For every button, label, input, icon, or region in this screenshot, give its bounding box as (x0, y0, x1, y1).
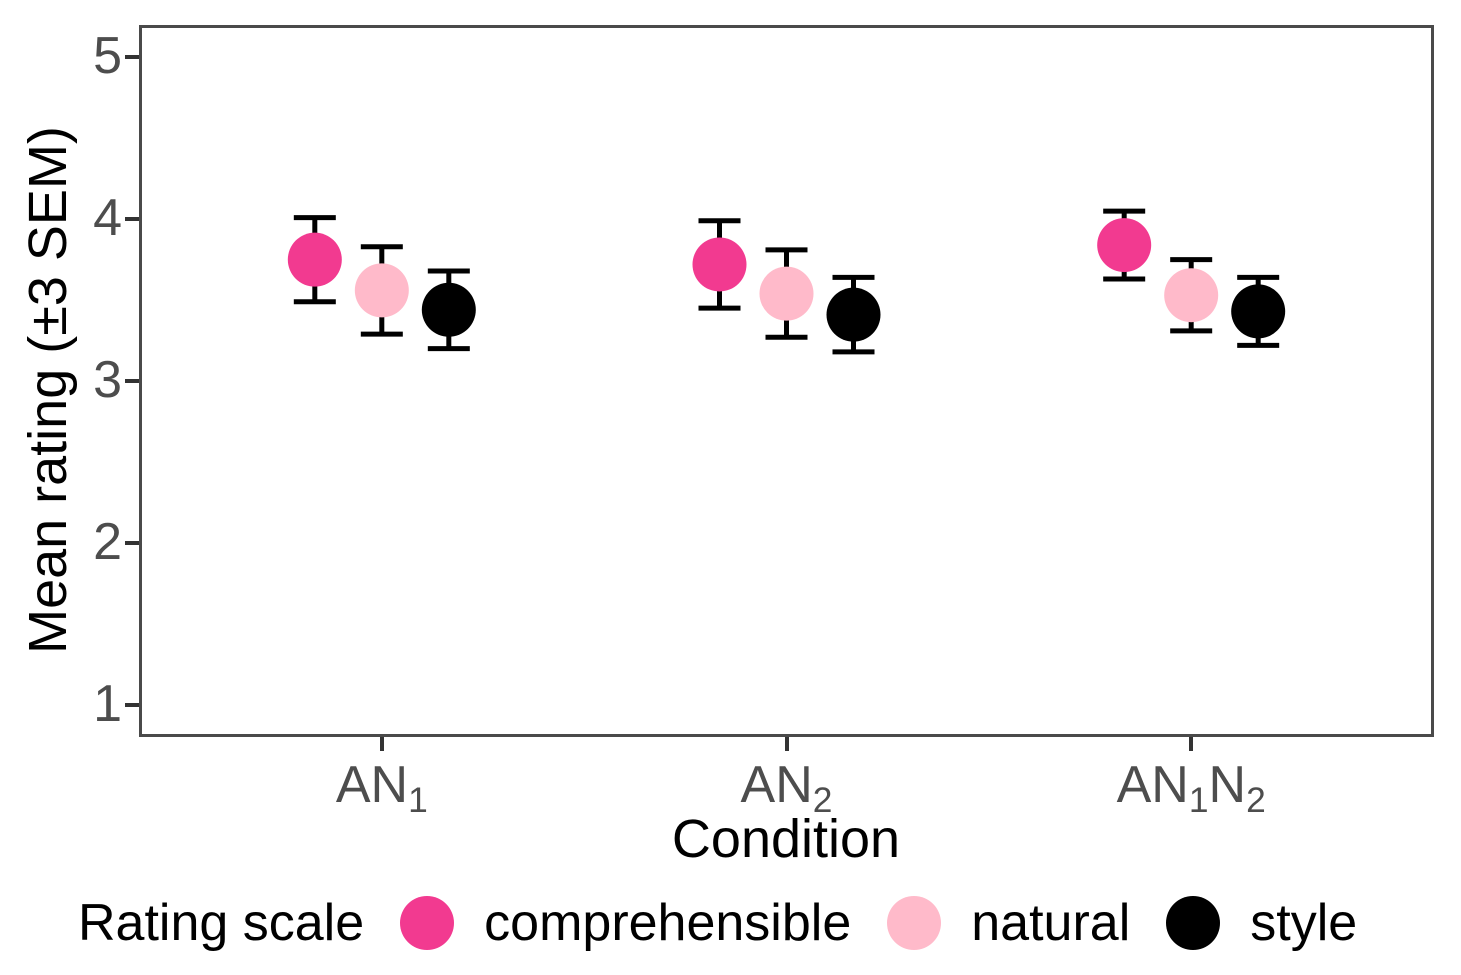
y-tick-label: 1 (93, 674, 122, 733)
data-point-natural (354, 263, 409, 318)
data-point-style (421, 282, 476, 337)
x-tick-mark (379, 737, 384, 751)
x-tick-label: AN2 (741, 759, 833, 818)
x-tick-label-subscript: 2 (1246, 780, 1266, 820)
x-tick-label-text: AN (1116, 756, 1189, 814)
y-tick-mark (125, 702, 139, 707)
y-tick-label: 5 (93, 27, 122, 86)
x-tick-label: AN1N2 (1117, 759, 1266, 818)
y-tick-label: 2 (93, 512, 122, 571)
y-tick-label: 4 (93, 189, 122, 248)
y-tick-mark (125, 217, 139, 222)
legend-title: Rating scale (78, 894, 365, 952)
x-tick-label-subscript: 1 (1188, 780, 1209, 820)
x-tick-label-text: N (1208, 756, 1247, 814)
x-tick-mark (1189, 737, 1194, 751)
x-tick-label: AN1 (336, 759, 428, 818)
legend-items: comprehensible natural style (400, 893, 1357, 953)
legend: Rating scale comprehensible natural style (78, 888, 1357, 958)
y-tick-mark (125, 379, 139, 383)
legend-item-style: style (1166, 893, 1357, 953)
plot-area (287, 208, 1286, 355)
x-axis-title: Condition (671, 809, 901, 869)
x-tick-mark (784, 737, 789, 751)
x-tick-label-text: AN (335, 756, 409, 814)
data-point-comprehensible (287, 232, 342, 287)
data-point-style (826, 287, 881, 342)
x-tick-label-subscript: 2 (812, 780, 833, 820)
x-tick-label-text: AN (740, 756, 813, 814)
legend-label: natural (971, 894, 1131, 952)
plot-panel (139, 25, 1434, 737)
legend-item-comprehensible: comprehensible (400, 893, 851, 953)
x-tick-label-subscript: 1 (408, 780, 428, 820)
legend-label: comprehensible (484, 894, 852, 952)
data-point-comprehensible (1097, 218, 1152, 273)
data-point-natural (1164, 268, 1219, 323)
legend-swatch-icon (1166, 896, 1221, 950)
y-tick-mark (125, 55, 139, 60)
legend-item-natural: natural (887, 893, 1130, 953)
data-point-comprehensible (692, 237, 747, 292)
y-tick-label: 3 (93, 350, 122, 409)
legend-swatch-icon (400, 896, 455, 950)
data-point-style (1231, 284, 1286, 339)
data-point-natural (759, 266, 814, 321)
legend-swatch-icon (887, 896, 942, 950)
y-tick-mark (125, 540, 139, 545)
legend-label: style (1250, 894, 1358, 952)
